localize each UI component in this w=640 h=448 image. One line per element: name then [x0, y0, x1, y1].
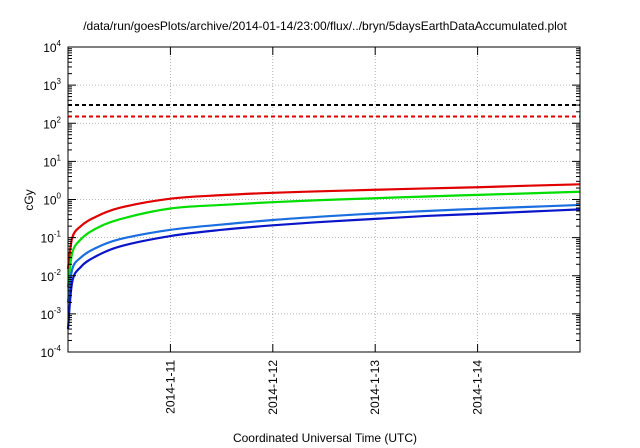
series-group	[66, 183, 581, 330]
y-tick-label: 100	[43, 192, 61, 208]
y-tick-label: 10-1	[41, 230, 62, 246]
y-tick-label: 104	[43, 39, 61, 55]
series-line	[66, 203, 581, 303]
y-tick-base: 10	[41, 308, 55, 322]
y-tick-exponent: 0	[57, 192, 62, 201]
y-axis-label: cGy	[22, 189, 36, 210]
y-tick-label: 103	[43, 77, 61, 93]
y-tick-label: 10-3	[41, 306, 62, 322]
y-tick-exponent: -1	[54, 230, 62, 239]
series-line	[66, 208, 581, 330]
y-tick-exponent: 2	[57, 115, 62, 124]
x-tick-label: 2014-1-11	[163, 360, 177, 414]
y-tick-label: 10-2	[41, 268, 62, 284]
y-tick-base: 10	[43, 194, 57, 208]
y-tick-exponent: 4	[57, 39, 62, 48]
y-tick-base: 10	[43, 41, 57, 55]
y-tick-exponent: 3	[57, 77, 62, 86]
y-tick-base: 10	[41, 346, 55, 360]
y-tick-exponent: -4	[54, 344, 62, 353]
y-tick-label: 102	[43, 115, 61, 131]
y-tick-exponent: -2	[54, 268, 62, 277]
chart-title: /data/run/goesPlots/archive/2014-01-14/2…	[83, 19, 567, 33]
series-line	[66, 190, 581, 288]
y-tick-exponent: 1	[57, 153, 62, 162]
y-tick-label: 101	[43, 153, 61, 169]
y-tick-exponent: -3	[54, 306, 62, 315]
y-tick-base: 10	[41, 270, 55, 284]
x-axis-label: Coordinated Universal Time (UTC)	[233, 431, 417, 445]
y-tick-base: 10	[41, 232, 55, 246]
y-tick-base: 10	[43, 79, 57, 93]
reference-lines	[68, 104, 580, 118]
axis-ticks	[68, 46, 580, 353]
x-tick-labels: 2014-1-11 2014-1-12 2014-1-13 2014-1-14	[163, 360, 484, 415]
y-tick-base: 10	[43, 117, 57, 131]
series-line	[66, 183, 581, 270]
x-tick-label: 2014-1-14	[471, 360, 485, 415]
y-tick-label: 10-4	[41, 344, 62, 360]
x-tick-label: 2014-1-13	[368, 360, 382, 415]
y-tick-base: 10	[43, 155, 57, 169]
x-tick-label: 2014-1-12	[266, 360, 280, 415]
